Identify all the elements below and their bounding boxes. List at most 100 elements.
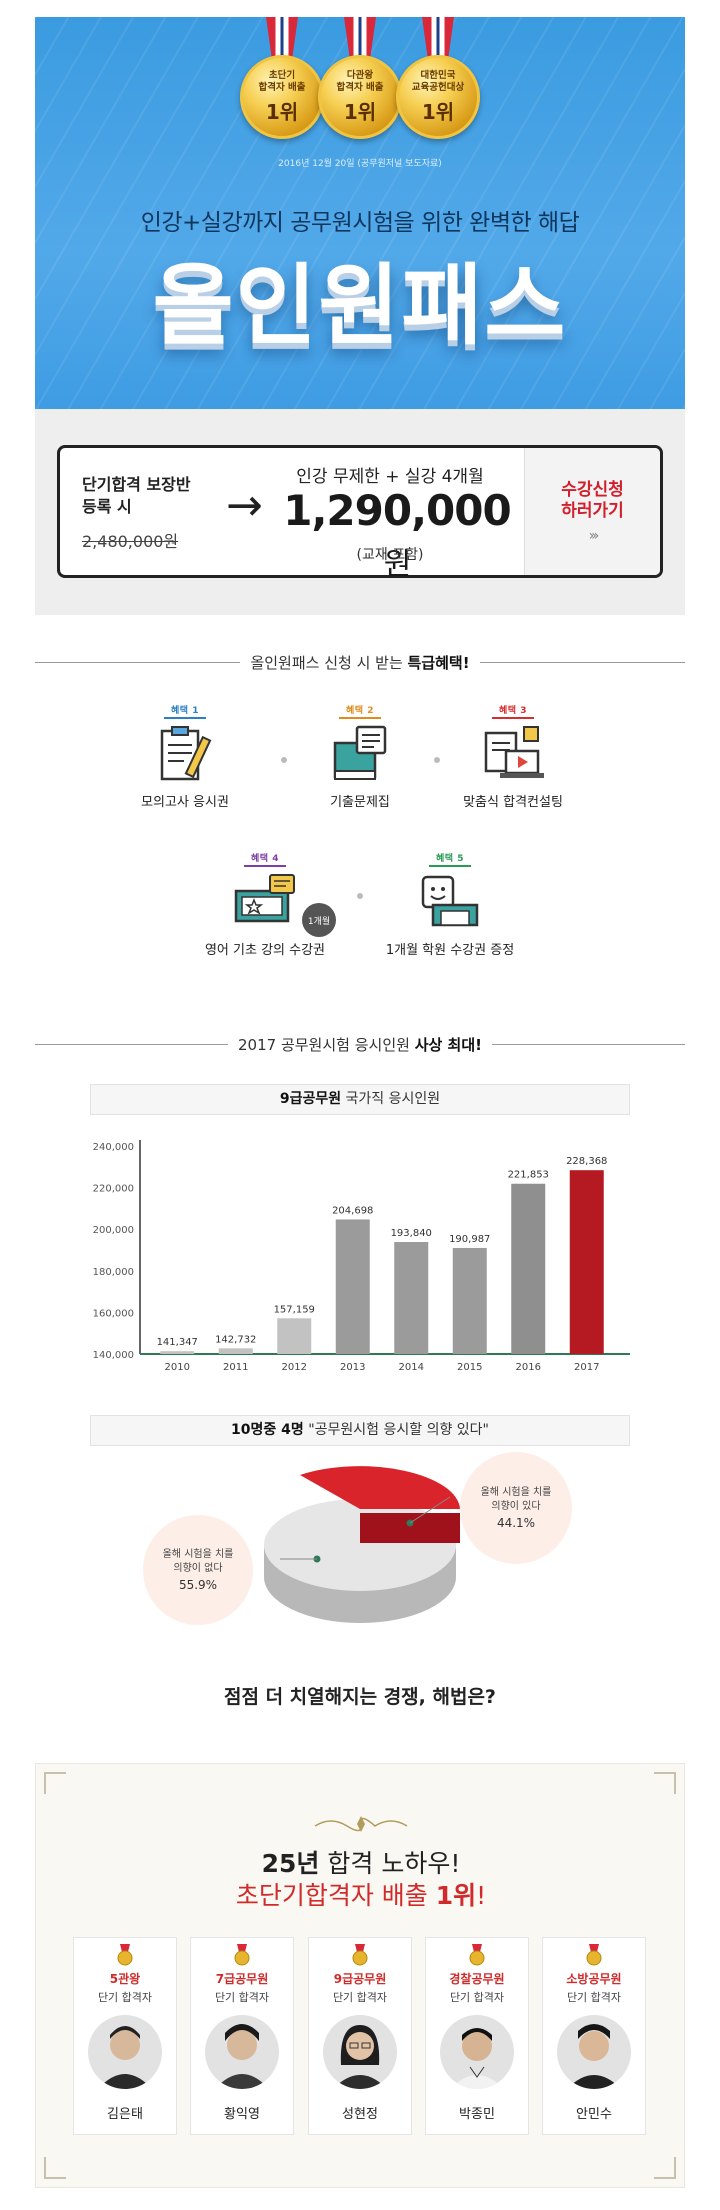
gold-medal-icon: 대한민국 교육공헌대상 1위: [396, 55, 480, 139]
separator-dot: [357, 893, 363, 899]
enroll-button-label: 수강신청 하러가기: [561, 479, 624, 521]
medal-text: 대한민국 교육공헌대상: [411, 69, 465, 93]
sale-price-amount: 1,290,000: [283, 486, 511, 535]
medal-icon: [234, 1944, 250, 1966]
benefit-label: 1개월 학원 수강권 증정: [385, 943, 515, 958]
card-category: 9급공무원: [333, 1972, 387, 1986]
bar-2010: [160, 1351, 195, 1354]
bar-value-label: 141,347: [157, 1337, 198, 1348]
bar-2014: [394, 1242, 429, 1354]
bar-value-label: 142,732: [215, 1334, 256, 1345]
pie-label-no-pct: 55.9%: [178, 1578, 218, 1592]
medal-text: 초단기 합격자 배출: [258, 69, 306, 93]
academy-chat-icon: [421, 875, 479, 927]
separator-dot: [281, 757, 287, 763]
bar-value-label: 228,368: [566, 1156, 607, 1167]
card-category: 소방공무원: [566, 1972, 622, 1986]
medal-3: 대한민국 교육공헌대상 1위: [394, 17, 482, 145]
card-category: 5관왕: [109, 1972, 141, 1986]
offer-description: 인강 무제한 + 실강 4개월: [296, 467, 484, 487]
one-month-tag: 1개월: [302, 903, 336, 937]
benefit-badge: 혜택 3: [492, 702, 534, 719]
pie-label-no-text: 올해 시험을 치를 의향이 없다: [162, 1549, 234, 1574]
pie-label-yes-text: 올해 시험을 치를 의향이 있다: [480, 1487, 552, 1512]
avatar: [205, 2015, 279, 2089]
pie-label-yes-pct: 44.1%: [496, 1516, 536, 1530]
y-tick-label: 220,000: [93, 1184, 134, 1195]
arrow-right-icon: →: [226, 480, 263, 531]
bar-value-label: 193,840: [391, 1228, 432, 1239]
x-tick-label: 2010: [165, 1362, 190, 1373]
card-category: 경찰공무원: [449, 1972, 505, 1986]
x-tick-label: 2013: [340, 1362, 365, 1373]
medal-icon: [469, 1944, 485, 1966]
success-headline-2-post: !: [476, 1881, 487, 1910]
medal-2: 다관왕 합격자 배출 1위: [316, 17, 404, 145]
benefits-header-bold: 특급혜택!: [407, 654, 470, 672]
enroll-button[interactable]: 수강신청 하러가기 ›››: [524, 448, 660, 575]
benefit-label: 맞춤식 합격컨설팅: [463, 795, 563, 810]
bar-chart-title-rest: 국가직 응시인원: [341, 1091, 441, 1107]
benefits-section-header: 올인원패스 신청 시 받는 특급혜택!: [35, 652, 685, 672]
person-icon: [567, 2024, 621, 2089]
bar-2012: [277, 1318, 312, 1354]
person-icon: [98, 2026, 152, 2089]
pie-leader-yes: [409, 1496, 451, 1524]
avatar: [557, 2015, 631, 2089]
question-book-icon: [333, 725, 387, 780]
competition-question: 점점 더 치열해지는 경쟁, 해법은?: [224, 1686, 496, 1708]
card-name: 안민수: [576, 2107, 612, 2122]
stats-header-bold: 사상 최대!: [414, 1036, 482, 1054]
pie-chart-title-rest: "공무원시험 응시할 의향 있다": [303, 1422, 489, 1438]
original-price: 2,480,000원: [82, 532, 179, 551]
pie-slice-yes: [300, 1466, 460, 1509]
benefit-label: 모의고사 응시권: [141, 795, 229, 810]
benefit-4: 혜택 4 영어 기초 강의 수강권: [180, 846, 350, 958]
hero-source-note: 2016년 12월 20일 (공무원저널 보도자료): [278, 159, 442, 169]
y-tick-label: 180,000: [93, 1267, 134, 1278]
bar-value-label: 190,987: [449, 1234, 490, 1245]
card-subtitle: 단기 합격자: [566, 1991, 622, 2004]
bar-value-label: 204,698: [332, 1205, 373, 1216]
price-included-note: (교재 포함): [356, 547, 424, 563]
medal-icon: [117, 1944, 133, 1966]
ornament-icon: [314, 1816, 408, 1832]
gold-medal-icon: 초단기 합격자 배출 1위: [240, 55, 324, 139]
price-section: 단기합격 보장반 등록 시 2,480,000원 → 인강 무제한 + 실강 4…: [35, 409, 685, 615]
person-icon: [215, 2024, 269, 2089]
pie-chart-title-bold: 10명중 4명: [231, 1422, 304, 1438]
person-icon: [450, 2028, 504, 2089]
pie-slice-no: [264, 1499, 456, 1591]
bar-2016: [511, 1183, 546, 1354]
sale-price-unit: 원: [383, 547, 412, 582]
hero-banner: 초단기 합격자 배출 1위 다관왕 합격자 배출 1위 대한민국 교육공헌대상 …: [35, 17, 685, 409]
bar-2015: [452, 1247, 487, 1354]
benefit-badge: 혜택 2: [339, 702, 381, 719]
pie-label-no: 올해 시험을 치를 의향이 없다 55.9%: [143, 1515, 253, 1625]
benefit-badge: 혜택 4: [244, 850, 286, 867]
benefit-badge: 혜택 1: [164, 702, 206, 719]
price-box: 단기합격 보장반 등록 시 2,480,000원 → 인강 무제한 + 실강 4…: [57, 445, 663, 582]
x-tick-label: 2012: [282, 1362, 307, 1373]
pie-chart-title: 10명중 4명 "공무원시험 응시할 의향 있다": [90, 1415, 630, 1446]
success-stories-section: 25년 합격 노하우! 초단기합격자 배출 1위! 5관왕 단기 합격자 김은태…: [35, 1763, 685, 2188]
medal-1: 초단기 합격자 배출 1위: [238, 17, 326, 145]
stats-header-text: 2017 공무원시험 응시인원 사상 최대!: [35, 1034, 685, 1055]
stats-section-header: 2017 공무원시험 응시인원 사상 최대!: [35, 1034, 685, 1054]
frame-corner: [44, 1772, 66, 1794]
avatar: [88, 2015, 162, 2089]
person-icon: [333, 2025, 387, 2089]
success-card: 9급공무원 단기 합격자 성현정: [308, 1937, 412, 2135]
price-condition-label: 단기합격 보장반 등록 시: [82, 475, 191, 516]
benefit-1: 혜택 1 모의고사 응시권: [100, 698, 270, 810]
success-card: 소방공무원 단기 합격자 안민수: [542, 1937, 646, 2135]
bar-value-label: 157,159: [274, 1304, 315, 1315]
benefit-5: 혜택 5 1개월 학원 수강권 증정: [365, 846, 535, 958]
frame-corner: [654, 1772, 676, 1794]
pie-label-yes: 올해 시험을 치를 의향이 있다 44.1%: [460, 1452, 572, 1564]
exam-paper-pencil-icon: [160, 726, 212, 781]
avatar: [440, 2015, 514, 2089]
hero-subtitle: 인강+실강까지 공무원시험을 위한 완벽한 해답: [140, 210, 580, 236]
benefit-label: 영어 기초 강의 수강권: [204, 943, 326, 958]
